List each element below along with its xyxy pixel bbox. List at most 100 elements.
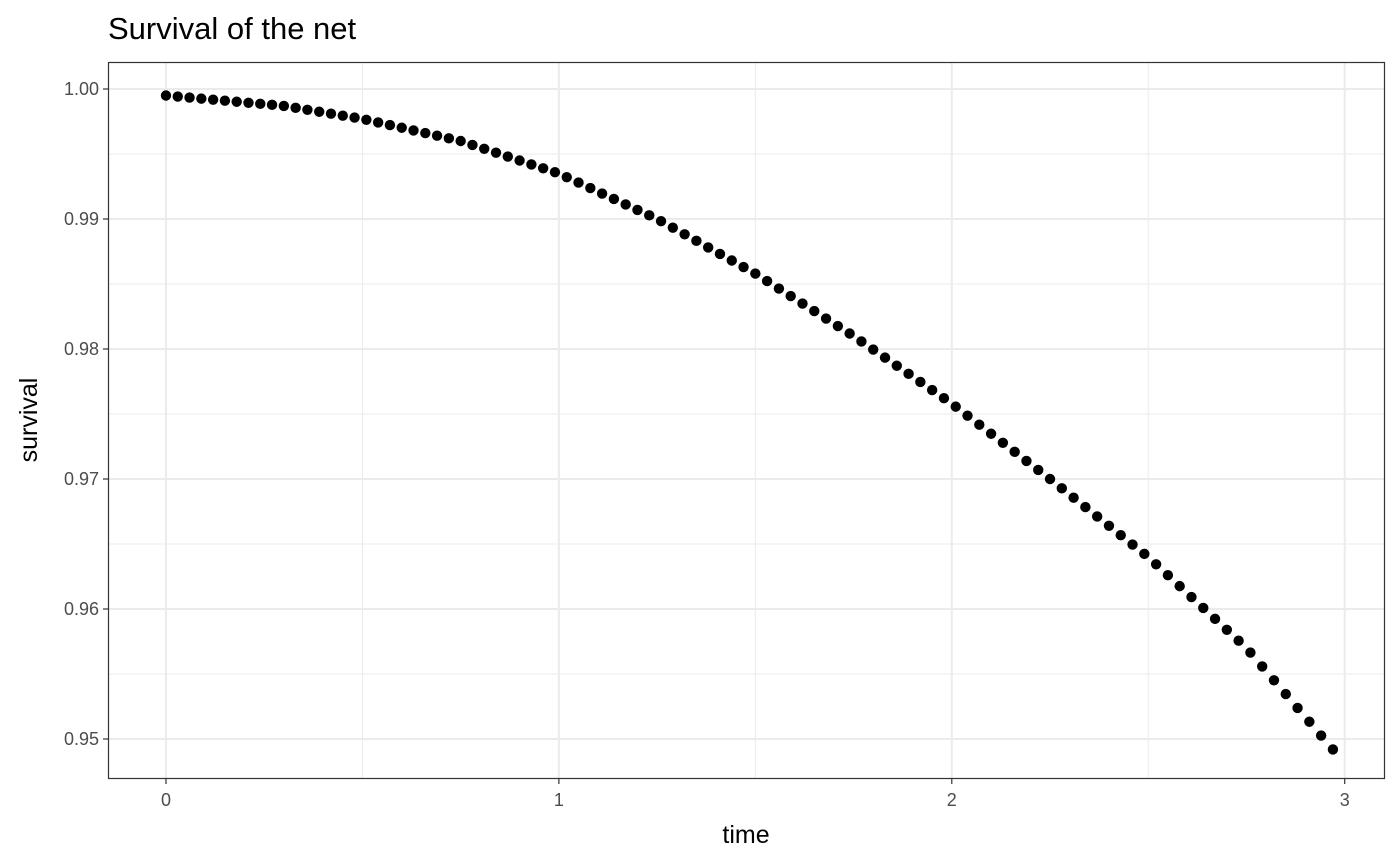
data-point: [820, 313, 832, 324]
y-tick-label: 0.95: [64, 729, 99, 749]
data-point: [1174, 580, 1185, 592]
data-point: [868, 344, 879, 355]
data-point: [985, 428, 997, 439]
data-point: [1115, 529, 1126, 541]
data-point: [537, 163, 549, 174]
data-point: [1162, 570, 1174, 581]
data-point: [1080, 501, 1091, 513]
data-point: [561, 171, 572, 183]
x-tick-label: 2: [947, 790, 957, 810]
data-point: [325, 108, 337, 119]
x-tick-label: 0: [161, 790, 171, 810]
data-point: [160, 90, 172, 101]
data-point: [974, 419, 985, 430]
data-point: [172, 91, 183, 102]
data-point: [243, 97, 254, 108]
data-point: [196, 93, 207, 104]
data-point: [349, 112, 360, 123]
data-point: [467, 139, 478, 151]
data-point: [1127, 539, 1138, 550]
data-point: [396, 122, 407, 133]
data-point: [702, 242, 714, 253]
data-point: [420, 127, 431, 139]
data-point: [879, 352, 891, 363]
data-point: [679, 229, 690, 240]
data-point: [573, 177, 584, 188]
data-point: [1103, 520, 1115, 531]
data-point: [431, 130, 443, 141]
data-point: [809, 305, 820, 317]
data-point: [632, 204, 643, 216]
data-point: [950, 401, 961, 412]
data-point: [726, 255, 737, 266]
data-point: [596, 188, 608, 199]
data-point: [184, 92, 195, 103]
y-tick-label: 0.99: [64, 209, 99, 229]
data-point: [644, 210, 655, 221]
data-point: [915, 376, 926, 388]
data-point: [1056, 483, 1068, 494]
plot-panel-border: [107, 61, 1386, 780]
data-point: [278, 100, 290, 112]
data-point: [266, 99, 278, 111]
y-tick-label: 0.96: [64, 599, 99, 619]
data-point: [1233, 635, 1244, 646]
data-point: [620, 199, 631, 210]
y-axis: 0.95 0.96 0.97 0.98 0.99 1.00: [64, 79, 109, 749]
data-point: [997, 437, 1009, 449]
data-point: [408, 125, 419, 136]
chart-title: Survival of the net: [108, 11, 357, 46]
major-gridlines: [109, 63, 1384, 778]
data-point: [926, 384, 938, 396]
data-point: [1021, 455, 1032, 467]
data-point: [1221, 624, 1233, 635]
data-point: [1091, 511, 1103, 522]
data-point: [1245, 647, 1256, 658]
data-point: [549, 167, 561, 178]
data-points: [160, 90, 1339, 755]
data-point: [514, 155, 525, 166]
data-point: [1033, 464, 1044, 476]
data-point: [1198, 602, 1209, 614]
x-axis-label: time: [722, 821, 769, 849]
data-point: [891, 360, 902, 371]
data-point: [372, 117, 384, 128]
data-point: [302, 104, 313, 116]
data-point: [903, 368, 914, 380]
data-point: [1280, 688, 1291, 700]
data-point: [761, 275, 773, 287]
y-tick-label: 0.97: [64, 469, 99, 489]
data-point: [1304, 716, 1315, 727]
data-point: [255, 98, 266, 110]
data-point: [1009, 446, 1020, 458]
data-point: [856, 336, 867, 347]
data-point: [361, 114, 372, 125]
data-point: [1139, 548, 1150, 560]
data-point: [1150, 559, 1162, 570]
data-point: [785, 290, 796, 302]
data-point: [314, 106, 325, 117]
data-point: [290, 102, 301, 114]
data-point: [207, 94, 219, 105]
data-point: [714, 248, 726, 260]
data-point: [667, 222, 679, 233]
data-point: [585, 182, 596, 194]
x-axis: 0 1 2 3: [161, 778, 1350, 810]
data-point: [1268, 675, 1280, 686]
data-point: [1292, 702, 1303, 714]
y-tick-label: 1.00: [64, 79, 99, 99]
data-point: [479, 143, 490, 154]
x-tick-label: 1: [554, 790, 564, 810]
data-point: [844, 328, 855, 339]
data-point: [490, 147, 502, 158]
data-point: [1044, 473, 1056, 485]
data-point: [443, 133, 455, 144]
data-point: [1327, 744, 1339, 755]
minor-gridlines: [109, 63, 1384, 778]
x-tick-label: 3: [1340, 790, 1350, 810]
data-point: [384, 119, 396, 131]
data-point: [691, 235, 702, 247]
data-point: [1209, 613, 1221, 625]
data-point: [938, 392, 950, 404]
